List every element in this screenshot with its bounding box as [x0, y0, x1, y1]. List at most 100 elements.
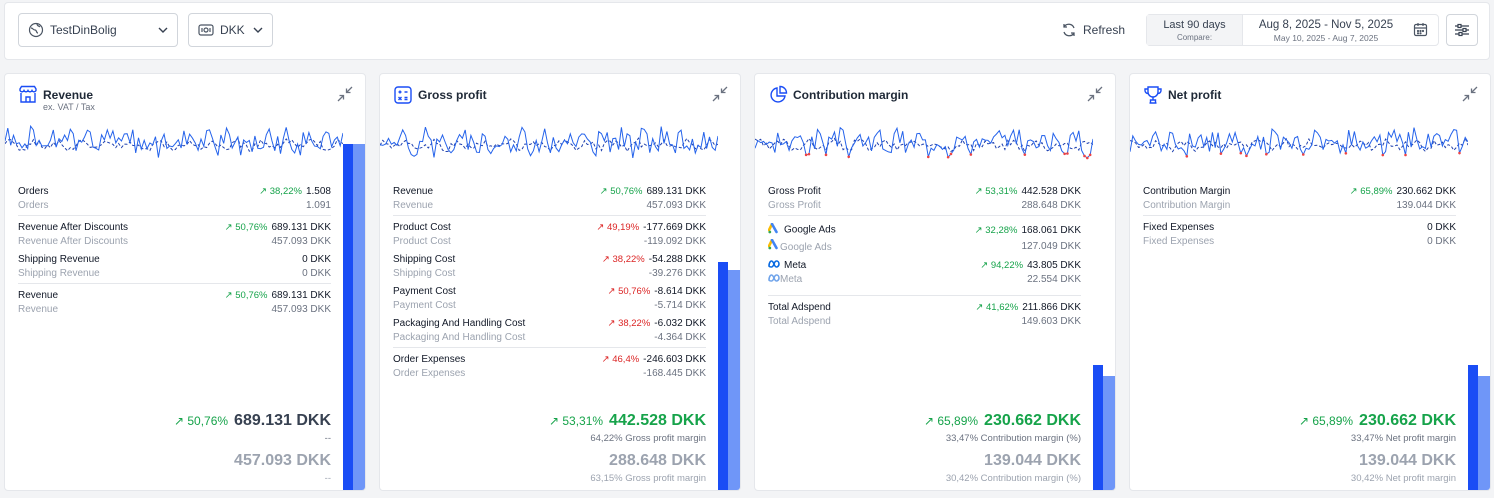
sparkline-current: [5, 124, 343, 158]
metric-label-text: Google Ads: [784, 224, 836, 236]
metric-row-meta: Meta Meta ↗ 94,22% 43.805 DKK 22.554 DKK: [768, 256, 1081, 294]
toolbar: TestDinBolig DKK Refresh Last 90 days Co…: [4, 2, 1490, 60]
metric-prev-label: Revenue: [393, 200, 434, 211]
metric-label: Gross Profit: [768, 186, 821, 197]
revenue-card: Revenue ex. VAT / Tax Orders Orders ↗ 38…: [4, 73, 366, 491]
metric-row-total-adspend: Total Adspend Total Adspend ↗ 41,62% 211.…: [768, 298, 1081, 330]
metric-breakdown: Orders Orders ↗ 38,22% 1.508 1.091 Revenu…: [18, 182, 331, 318]
previous-value: -168.445 DKK: [643, 368, 706, 379]
date-preset-button[interactable]: Last 90 days Compare:: [1147, 15, 1243, 45]
current-value: -177.669 DKK: [643, 222, 706, 233]
divider: [1143, 215, 1456, 216]
sparkline-negative-point: [1404, 153, 1407, 157]
change-value: 65,89%: [1360, 186, 1393, 197]
summary-previous-note: 30,42% Net profit margin: [1350, 473, 1456, 484]
previous-value: 288.648 DKK: [1021, 200, 1082, 211]
sparkline-previous: [5, 137, 343, 152]
summary-value: ↗ 65,89% 230.662 DKK: [1299, 412, 1456, 430]
change-value: 50,76%: [187, 414, 229, 428]
metric-label: Fixed Expenses: [1143, 222, 1215, 233]
date-range-value: Aug 8, 2025 - Nov 5, 2025: [1258, 19, 1394, 31]
metric-label: Packaging And Handling Cost: [393, 318, 526, 329]
current-period-bar: [343, 144, 353, 490]
change-badge: ↗ 41,62%: [975, 302, 1019, 313]
metric-label: Total Adspend: [768, 302, 831, 313]
metric-label: Google Ads: [767, 222, 836, 237]
minimize-icon[interactable]: [712, 86, 728, 107]
metric-label: Payment Cost: [393, 286, 456, 297]
previous-value: 139.044 DKK: [1396, 200, 1457, 211]
summary-note: --: [324, 433, 331, 444]
date-range-display[interactable]: Aug 8, 2025 - Nov 5, 2025 May 10, 2025 -…: [1243, 15, 1409, 45]
metric-prev-label: Meta: [768, 274, 802, 285]
previous-value: 457.093 DKK: [646, 200, 707, 211]
change-badge: ↗ 50,76%: [224, 290, 268, 301]
current-value: -8.614 DKK: [654, 286, 706, 297]
change-badge: ↗ 94,22%: [980, 260, 1024, 271]
store-icon: [18, 85, 38, 110]
card-summary: ↗ 65,89% 230.662 DKK 33,47% Contribution …: [924, 412, 1081, 484]
sparkline-current: [1130, 127, 1468, 158]
filters-button[interactable]: [1446, 14, 1478, 46]
summary-note: 33,47% Contribution margin (%): [945, 433, 1081, 444]
card-title: Net profit: [1168, 88, 1222, 102]
summary-previous-note: --: [324, 473, 331, 484]
current-value: 0 DKK: [1427, 222, 1456, 233]
current-value: 442.528 DKK: [609, 412, 706, 429]
summary-previous-value: 457.093 DKK: [234, 452, 331, 469]
change-value: 53,31%: [985, 186, 1018, 197]
metric-prev-label: Contribution Margin: [1143, 200, 1231, 211]
minimize-icon[interactable]: [1462, 86, 1478, 107]
sparkline-negative-point: [1185, 154, 1189, 158]
account-select[interactable]: TestDinBolig: [18, 13, 178, 47]
sparkline-negative-point: [1023, 153, 1027, 156]
sparkline-negative-point: [1265, 152, 1268, 156]
change-value: 50,76%: [610, 186, 643, 197]
divider: [393, 347, 706, 348]
metric-prev-label: Orders: [18, 200, 49, 211]
divider: [18, 215, 331, 216]
summary-note: 64,22% Gross profit margin: [590, 433, 706, 444]
net-profit-card: Net profit Contribution Margin Contribut…: [1129, 73, 1491, 491]
date-range-picker[interactable]: Last 90 days Compare: Aug 8, 2025 - Nov …: [1146, 14, 1439, 46]
metric-value: ↗ 32,28% 168.061 DKK: [975, 225, 1081, 236]
metric-label: Revenue: [18, 290, 59, 301]
current-value: 43.805 DKK: [1027, 260, 1081, 271]
currency-select-value: DKK: [220, 23, 245, 37]
metric-row-orders: Orders Orders ↗ 38,22% 1.508 1.091: [18, 182, 331, 214]
minimize-icon[interactable]: [1087, 86, 1103, 107]
banknote-icon: [198, 23, 214, 37]
current-value: 442.528 DKK: [1021, 186, 1082, 197]
metric-value: ↗ 50,76% -8.614 DKK: [607, 286, 706, 297]
account-select-value: TestDinBolig: [50, 23, 117, 37]
compare-label: Compare:: [1176, 33, 1213, 42]
sparkline-negative-point: [1381, 153, 1385, 157]
metric-label: Orders: [18, 186, 49, 197]
metric-value: ↗ 38,22% -54.288 DKK: [602, 254, 706, 265]
card-title: Contribution margin: [793, 88, 909, 102]
card-title: Revenue: [43, 88, 94, 102]
sparkline-negative-point: [1086, 156, 1089, 160]
change-badge: ↗ 50,76%: [173, 414, 229, 428]
change-badge: ↗ 65,89%: [1349, 186, 1393, 197]
metric-value: ↗ 49,19% -177.669 DKK: [596, 222, 706, 233]
change-value: 32,28%: [985, 225, 1018, 236]
change-value: 53,31%: [562, 414, 604, 428]
refresh-button[interactable]: Refresh: [1061, 22, 1125, 38]
sparkline-current: [380, 126, 718, 158]
compare-range-value: May 10, 2025 - Aug 7, 2025: [1273, 33, 1379, 43]
minimize-icon[interactable]: [337, 86, 353, 107]
refresh-icon: [1063, 23, 1075, 37]
metric-prev-label: Packaging And Handling Cost: [393, 332, 526, 343]
metric-value: ↗ 50,76% 689.131 DKK: [225, 222, 331, 233]
sparkline-negative-point: [847, 155, 851, 159]
calendar-icon[interactable]: [1413, 22, 1428, 42]
metric-row-packaging-cost: Packaging And Handling Cost Packaging An…: [393, 314, 706, 346]
change-value: 65,89%: [1312, 414, 1354, 428]
metric-row-fixed-expenses: Fixed Expenses Fixed Expenses 0 DKK 0 DK…: [1143, 218, 1456, 250]
metric-prev-label: Order Expenses: [393, 368, 466, 379]
currency-select[interactable]: DKK: [188, 13, 273, 47]
sparkline-negative-point: [969, 153, 973, 156]
previous-period-bar: [1103, 376, 1115, 490]
sparkline-negative-point: [807, 152, 811, 156]
